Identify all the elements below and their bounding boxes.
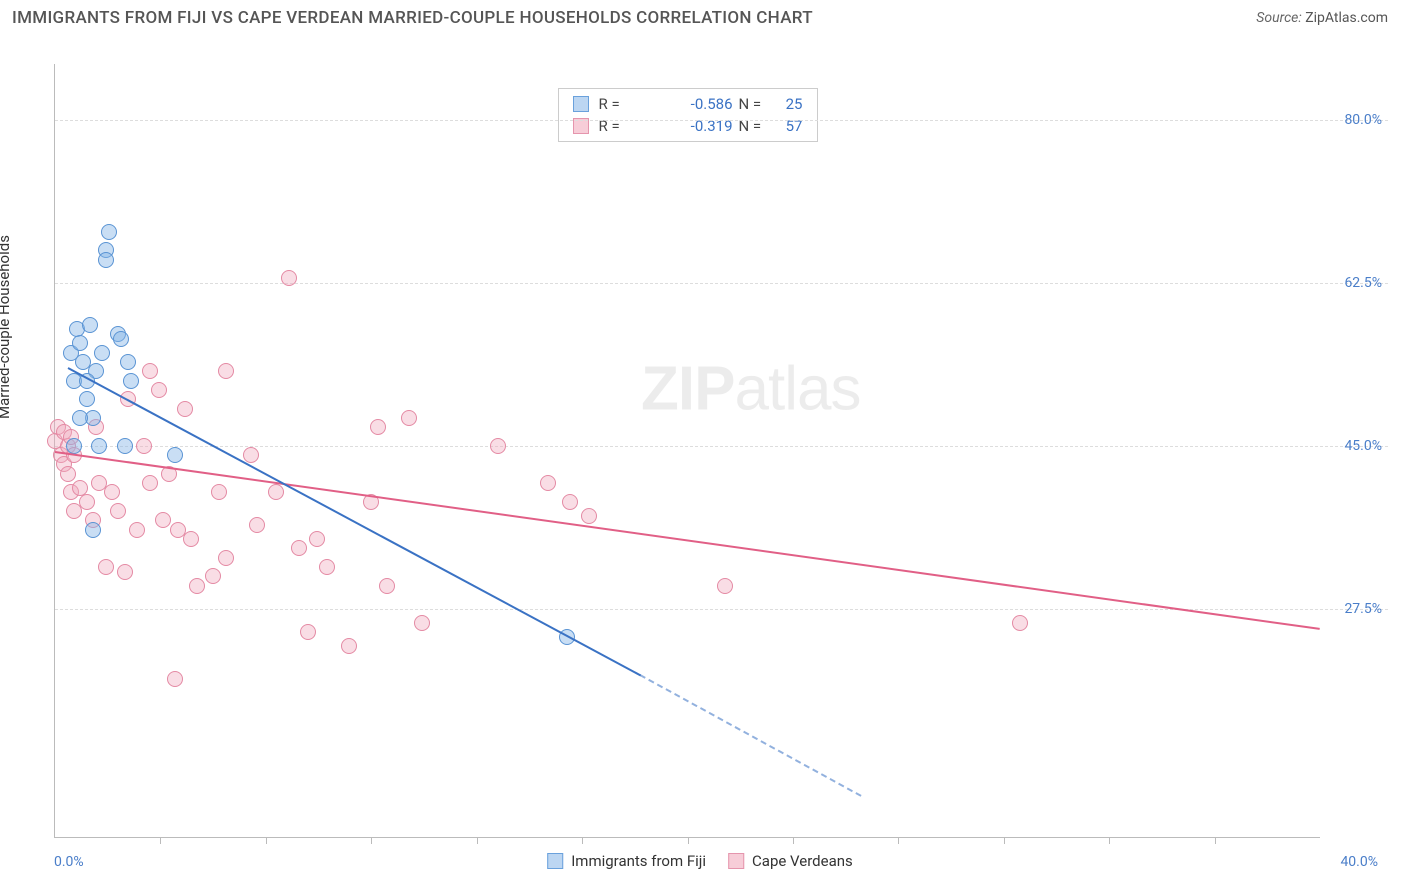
scatter-point-capeverdean bbox=[189, 578, 205, 594]
r-label-a: R = bbox=[599, 95, 663, 113]
scatter-point-capeverdean bbox=[717, 578, 733, 594]
scatter-point-capeverdean bbox=[205, 568, 221, 584]
x-tick bbox=[371, 837, 372, 844]
x-tick bbox=[266, 837, 267, 844]
scatter-point-fiji bbox=[72, 410, 88, 426]
source-label: Source: bbox=[1256, 10, 1301, 26]
source-attribution: Source: ZipAtlas.com bbox=[1256, 10, 1388, 26]
trendline-capeverdean bbox=[55, 451, 1320, 630]
scatter-point-fiji bbox=[113, 331, 129, 347]
y-tick-label: 62.5% bbox=[1344, 275, 1382, 291]
x-tick bbox=[898, 837, 899, 844]
scatter-point-capeverdean bbox=[211, 484, 227, 500]
scatter-point-capeverdean bbox=[309, 531, 325, 547]
scatter-point-capeverdean bbox=[540, 475, 556, 491]
scatter-point-capeverdean bbox=[319, 559, 335, 575]
scatter-point-fiji bbox=[101, 224, 117, 240]
scatter-point-capeverdean bbox=[379, 578, 395, 594]
legend-swatch-fiji bbox=[573, 96, 589, 112]
scatter-point-capeverdean bbox=[581, 508, 597, 524]
x-axis-legend: Immigrants from Fiji Cape Verdeans bbox=[547, 852, 853, 870]
scatter-point-capeverdean bbox=[98, 559, 114, 575]
scatter-point-capeverdean bbox=[249, 517, 265, 533]
x-tick bbox=[1109, 837, 1110, 844]
scatter-point-fiji bbox=[66, 438, 82, 454]
chart-container: Married-couple Households ZIPatlas R = -… bbox=[12, 40, 1388, 880]
y-axis-label: Married-couple Households bbox=[0, 235, 13, 419]
scatter-point-capeverdean bbox=[104, 484, 120, 500]
scatter-point-capeverdean bbox=[129, 522, 145, 538]
scatter-point-fiji bbox=[79, 391, 95, 407]
scatter-point-capeverdean bbox=[117, 564, 133, 580]
r-value-a: -0.586 bbox=[669, 95, 733, 113]
x-tick bbox=[160, 837, 161, 844]
scatter-point-capeverdean bbox=[60, 466, 76, 482]
scatter-point-capeverdean bbox=[79, 494, 95, 510]
y-tick-label: 45.0% bbox=[1344, 438, 1382, 454]
x-tick bbox=[1215, 837, 1216, 844]
scatter-point-capeverdean bbox=[414, 615, 430, 631]
y-tick-label: 80.0% bbox=[1344, 112, 1382, 128]
scatter-point-fiji bbox=[117, 438, 133, 454]
x-tick bbox=[688, 837, 689, 844]
scatter-point-fiji bbox=[123, 373, 139, 389]
plot-area: ZIPatlas R = -0.586 N = 25 R = -0.319 N … bbox=[54, 64, 1320, 838]
scatter-point-capeverdean bbox=[490, 438, 506, 454]
scatter-point-capeverdean bbox=[142, 475, 158, 491]
scatter-point-capeverdean bbox=[142, 363, 158, 379]
x-axis-min-label: 0.0% bbox=[54, 854, 84, 870]
scatter-point-fiji bbox=[167, 447, 183, 463]
gridline-horizontal bbox=[55, 120, 1388, 121]
scatter-point-fiji bbox=[82, 317, 98, 333]
scatter-point-fiji bbox=[94, 345, 110, 361]
legend-label-capeverdean: Cape Verdeans bbox=[752, 852, 853, 870]
legend-item-capeverdean: Cape Verdeans bbox=[728, 852, 853, 870]
chart-title: IMMIGRANTS FROM FIJI VS CAPE VERDEAN MAR… bbox=[12, 8, 813, 28]
legend-swatch-capeverdean-icon bbox=[728, 853, 744, 869]
scatter-point-capeverdean bbox=[1012, 615, 1028, 631]
gridline-horizontal bbox=[55, 446, 1388, 447]
trendline-fiji-extrapolated bbox=[640, 674, 862, 797]
scatter-point-fiji bbox=[120, 354, 136, 370]
legend-item-fiji: Immigrants from Fiji bbox=[547, 852, 706, 870]
scatter-point-capeverdean bbox=[110, 503, 126, 519]
legend-label-fiji: Immigrants from Fiji bbox=[571, 852, 706, 870]
n-value-a: 25 bbox=[771, 95, 803, 113]
scatter-point-fiji bbox=[91, 438, 107, 454]
legend-swatch-fiji-icon bbox=[547, 853, 563, 869]
scatter-point-fiji bbox=[85, 522, 101, 538]
x-tick bbox=[477, 837, 478, 844]
scatter-point-fiji bbox=[72, 335, 88, 351]
x-axis-max-label: 40.0% bbox=[1340, 854, 1378, 870]
scatter-point-capeverdean bbox=[170, 522, 186, 538]
scatter-point-capeverdean bbox=[562, 494, 578, 510]
scatter-point-capeverdean bbox=[300, 624, 316, 640]
y-tick-label: 27.5% bbox=[1344, 601, 1382, 617]
scatter-point-capeverdean bbox=[341, 638, 357, 654]
scatter-point-capeverdean bbox=[155, 512, 171, 528]
watermark: ZIPatlas bbox=[641, 353, 860, 424]
scatter-point-capeverdean bbox=[136, 438, 152, 454]
gridline-horizontal bbox=[55, 283, 1388, 284]
scatter-point-capeverdean bbox=[401, 410, 417, 426]
source-value: ZipAtlas.com bbox=[1305, 10, 1388, 26]
scatter-point-capeverdean bbox=[167, 671, 183, 687]
x-tick bbox=[1004, 837, 1005, 844]
scatter-point-capeverdean bbox=[281, 270, 297, 286]
correlation-stats-box: R = -0.586 N = 25 R = -0.319 N = 57 bbox=[558, 88, 818, 142]
scatter-point-capeverdean bbox=[268, 484, 284, 500]
scatter-point-capeverdean bbox=[218, 550, 234, 566]
scatter-point-capeverdean bbox=[243, 447, 259, 463]
scatter-point-capeverdean bbox=[218, 363, 234, 379]
x-tick bbox=[582, 837, 583, 844]
scatter-point-fiji bbox=[98, 252, 114, 268]
x-tick bbox=[793, 837, 794, 844]
scatter-point-capeverdean bbox=[151, 382, 167, 398]
scatter-point-capeverdean bbox=[177, 401, 193, 417]
n-label-a: N = bbox=[739, 95, 765, 113]
scatter-point-capeverdean bbox=[291, 540, 307, 556]
scatter-point-capeverdean bbox=[370, 419, 386, 435]
